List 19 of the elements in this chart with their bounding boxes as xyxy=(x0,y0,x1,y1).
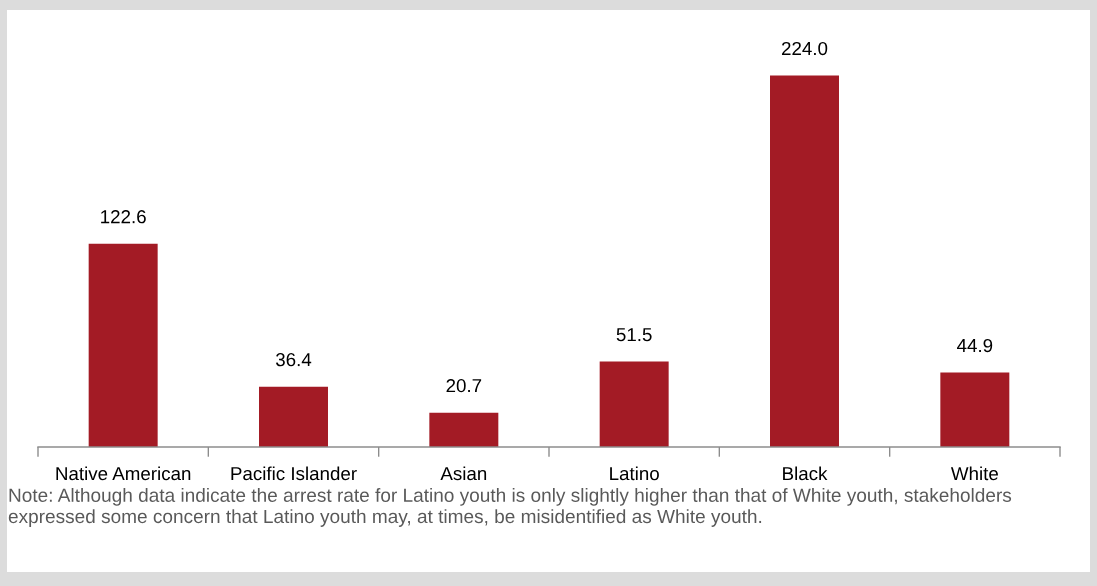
data-label: 122.6 xyxy=(101,210,146,224)
data-label: 36.4 xyxy=(275,352,312,367)
x-tick-label: Native American xyxy=(56,466,191,481)
x-tick-label: Pacific Islander xyxy=(231,466,357,481)
data-label: 51.5 xyxy=(616,328,652,342)
x-tick-label: Black xyxy=(783,466,828,481)
x-tick-label: Latino xyxy=(610,466,659,481)
data-label: 20.7 xyxy=(446,379,482,393)
bar xyxy=(88,243,158,447)
data-label: 224.0 xyxy=(781,41,828,56)
x-tick-label: White xyxy=(950,466,998,481)
data-label: 44.9 xyxy=(957,338,993,353)
x-tick-label: Asian xyxy=(440,466,487,481)
bar xyxy=(770,75,839,447)
text: Note: Although data indicate the arrest rate for Latino youth is only slightly higher than that of White youth, stakeholders expressed some concern that Latino youth may, at times, be misidentified as White youth. xyxy=(8,488,1012,527)
bar xyxy=(599,361,669,447)
bar xyxy=(429,412,499,447)
bar xyxy=(940,372,1010,447)
bar xyxy=(259,386,328,447)
